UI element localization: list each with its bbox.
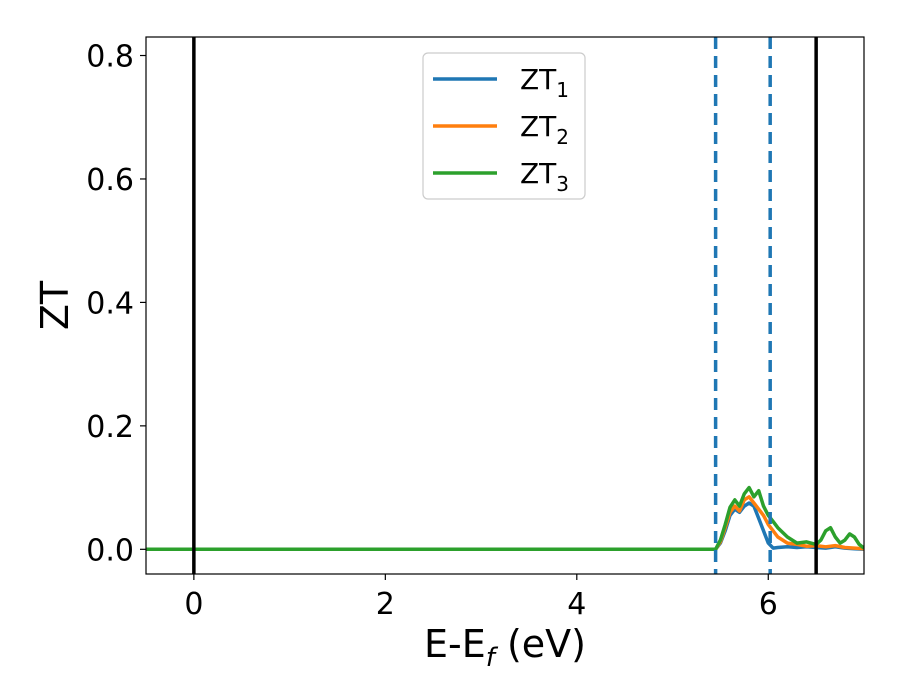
legend-label-1: ZT1 bbox=[520, 63, 569, 102]
series-layer bbox=[146, 485, 864, 552]
x-tick-label: 0 bbox=[184, 587, 203, 622]
y-tick-label: 0.8 bbox=[86, 40, 134, 75]
legend-label-sub: 3 bbox=[556, 172, 569, 196]
axes-frame bbox=[145, 36, 865, 575]
series-line-3 bbox=[146, 485, 864, 552]
y-ticks: 0.0 0.2 0.4 0.6 0.8 bbox=[86, 40, 146, 568]
legend-label-main: ZT bbox=[520, 157, 557, 190]
x-axis-label-main: E-E bbox=[424, 622, 486, 666]
x-tick-label: 4 bbox=[567, 587, 586, 622]
legend-label-sub: 1 bbox=[556, 78, 569, 102]
y-axis-label: ZT bbox=[33, 280, 77, 330]
x-tick-label: 2 bbox=[376, 587, 395, 622]
vline-layer bbox=[192, 37, 818, 574]
legend-box bbox=[422, 52, 586, 200]
x-axis-label: E-Ef (eV) bbox=[424, 622, 586, 673]
x-tick-label: 6 bbox=[759, 587, 778, 622]
x-axis-label-unit: (eV) bbox=[495, 622, 586, 666]
y-tick-label: 0.2 bbox=[86, 410, 134, 445]
y-tick-label: 0.0 bbox=[86, 533, 134, 568]
series-line-1 bbox=[146, 501, 864, 552]
legend-label-main: ZT bbox=[520, 63, 557, 96]
y-tick-label: 0.6 bbox=[86, 163, 134, 198]
legend-label-main: ZT bbox=[520, 110, 557, 143]
x-ticks: 0 2 4 6 bbox=[184, 574, 778, 622]
series-line-2 bbox=[146, 495, 864, 552]
legend-label-sub: 2 bbox=[556, 125, 569, 149]
legend-label-3: ZT3 bbox=[520, 157, 569, 196]
y-tick-label: 0.4 bbox=[86, 286, 134, 321]
legend-label-2: ZT2 bbox=[520, 110, 569, 149]
